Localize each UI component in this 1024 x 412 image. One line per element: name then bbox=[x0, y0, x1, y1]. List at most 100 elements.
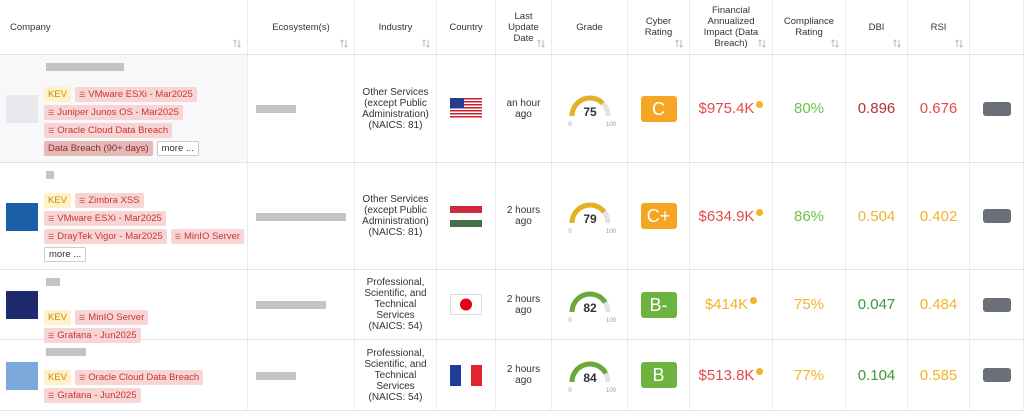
info-icon bbox=[756, 101, 764, 108]
header-text: Industry bbox=[378, 21, 413, 33]
ecosystem-blurred bbox=[256, 301, 326, 309]
flag-part bbox=[450, 219, 482, 227]
sort-arrows bbox=[537, 39, 545, 48]
ecosystem-cell bbox=[248, 270, 355, 340]
column-header: Compliance Rating bbox=[773, 0, 846, 55]
impact-cell: $414K bbox=[690, 270, 773, 340]
header-text: Compliance Rating bbox=[783, 16, 835, 38]
grade-value: 75 bbox=[583, 105, 597, 119]
flag-part bbox=[450, 102, 482, 104]
flag-part bbox=[450, 116, 482, 118]
sort-icon bbox=[758, 39, 766, 48]
tag: Oracle Cloud Data Breach bbox=[44, 123, 173, 138]
header-text: Financial Annualized Impact (Data Breach… bbox=[703, 5, 759, 49]
dbi-value: 0.104 bbox=[857, 366, 896, 384]
tag-list: KEVMinIO Server Grafana - Jun2025 bbox=[44, 310, 244, 343]
impact-cell: $634.9K bbox=[690, 163, 773, 270]
more-button[interactable]: more ... bbox=[44, 247, 87, 262]
column-header: Cyber Rating bbox=[628, 0, 690, 55]
grade-cell: 75 0 100 bbox=[552, 55, 628, 163]
compliance-rating: 80% bbox=[793, 100, 825, 117]
column-header bbox=[970, 0, 1024, 55]
company-name-blurred bbox=[46, 348, 86, 356]
compliance-rating-cell: 86% bbox=[773, 163, 846, 270]
dbi-value-cell: 0.047 bbox=[846, 270, 908, 340]
actions-cell bbox=[970, 270, 1024, 340]
sort-arrows bbox=[422, 39, 430, 48]
tag: Juniper Junos OS - Mar2025 bbox=[44, 105, 183, 120]
sort-arrows bbox=[955, 39, 963, 48]
impact-cell: $513.8K bbox=[690, 340, 773, 411]
flag-part bbox=[471, 364, 482, 386]
actions-cell bbox=[970, 163, 1024, 270]
info-icon bbox=[750, 297, 758, 304]
flag-part bbox=[450, 98, 464, 109]
rsi-value-cell: 0.585 bbox=[908, 340, 970, 411]
ecosystem-cell bbox=[248, 55, 355, 163]
sort-icon bbox=[537, 39, 545, 48]
column-header: Country bbox=[437, 0, 496, 55]
flag-part bbox=[450, 205, 482, 213]
sort-arrows bbox=[758, 39, 766, 48]
grade-value: 82 bbox=[583, 301, 597, 315]
more-button[interactable]: more ... bbox=[156, 141, 199, 156]
actions-button[interactable] bbox=[982, 101, 1011, 116]
dbi-value: 0.047 bbox=[857, 296, 896, 313]
company-logo bbox=[6, 361, 38, 390]
tag: MinIO Server bbox=[75, 310, 149, 325]
header-text: Country bbox=[449, 21, 483, 33]
rsi-value-cell: 0.676 bbox=[908, 55, 970, 163]
tag: KEV bbox=[44, 310, 72, 325]
compliance-rating-cell: 77% bbox=[773, 340, 846, 411]
flag-part bbox=[450, 104, 482, 106]
column-header: Industry bbox=[355, 0, 437, 55]
flag-part bbox=[450, 101, 482, 103]
tag-list: KEVZimbra XSS VMware ESXi - Mar2025 DrayTe… bbox=[44, 193, 244, 262]
tag: Data Breach (90+ days) bbox=[44, 141, 153, 156]
update-cell: 2 hours ago bbox=[496, 340, 552, 411]
industry-cell: Other Services (except Public Administra… bbox=[355, 55, 437, 163]
ecosystem-blurred bbox=[256, 105, 296, 113]
tag: VMware ESXi - Mar2025 bbox=[75, 87, 197, 102]
flag-part bbox=[450, 110, 482, 112]
grade-value: 79 bbox=[583, 212, 597, 226]
column-header: DBI bbox=[846, 0, 908, 55]
sort-arrows bbox=[233, 39, 241, 48]
company-cell: KEVOracle Cloud Data Breach Grafana - Jun… bbox=[0, 340, 248, 411]
last-update: an hour ago bbox=[506, 97, 541, 120]
industry: Professional, Scientific, and Technical … bbox=[364, 277, 427, 332]
gauge-arc bbox=[569, 361, 608, 383]
dbi-value: 0.504 bbox=[857, 207, 896, 225]
cyber-rating: C+ bbox=[640, 203, 677, 229]
flag-part bbox=[450, 212, 482, 220]
company-logo bbox=[6, 95, 38, 123]
actions-button[interactable] bbox=[982, 209, 1011, 223]
flag-part bbox=[450, 108, 482, 110]
sort-icon bbox=[422, 39, 430, 48]
dbi-value: 0.896 bbox=[857, 100, 896, 117]
tag: Oracle Cloud Data Breach bbox=[75, 370, 204, 385]
column-header: Grade bbox=[552, 0, 628, 55]
last-update: 2 hours ago bbox=[506, 205, 541, 227]
gauge-min: 0 bbox=[568, 388, 572, 394]
sort-icon bbox=[955, 39, 963, 48]
financial-impact: $634.9K bbox=[698, 207, 755, 225]
actions-button[interactable] bbox=[982, 368, 1011, 382]
sort-icon bbox=[831, 39, 839, 48]
ecosystem-cell bbox=[248, 163, 355, 270]
column-header: Financial Annualized Impact (Data Breach… bbox=[690, 0, 773, 55]
cyber-rating: C bbox=[640, 95, 677, 122]
header-text: Grade bbox=[576, 21, 603, 33]
tag-list: KEVOracle Cloud Data Breach Grafana - Jun… bbox=[44, 370, 244, 403]
country-cell bbox=[437, 163, 496, 270]
grade-cell: 79 0 100 bbox=[552, 163, 628, 270]
flag-border bbox=[450, 294, 482, 315]
actions-button[interactable] bbox=[982, 297, 1011, 312]
company-name-blurred bbox=[46, 278, 60, 286]
info-icon bbox=[756, 208, 764, 216]
flag-part bbox=[450, 114, 482, 116]
flag-part bbox=[460, 298, 472, 311]
sort-icon bbox=[233, 39, 241, 48]
country-cell bbox=[437, 55, 496, 163]
